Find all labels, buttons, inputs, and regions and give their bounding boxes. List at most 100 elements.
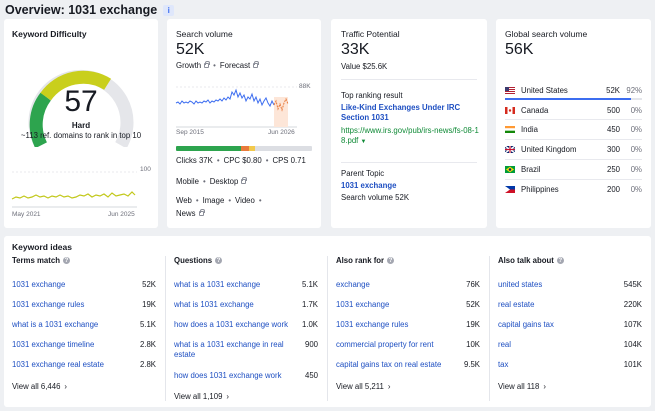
divider: [341, 162, 477, 163]
page-title: Overview: 1031 exchange: [5, 3, 158, 17]
sv-chart-from: Sep 2015: [176, 129, 204, 136]
top-result-title[interactable]: Like-Kind Exchanges Under IRC Section 10…: [341, 103, 461, 122]
column-header: Questions?: [174, 256, 223, 265]
us-flag-icon: [505, 86, 515, 94]
chevron-right-icon: ›: [387, 382, 391, 391]
sv-metrics-row: Clicks 37K • CPC $0.80 • CPS 0.71: [176, 156, 306, 165]
kd-trend-to: Jun 2025: [108, 211, 135, 218]
kd-trend-chart: [11, 171, 137, 208]
keyword-difficulty-card: Keyword Difficulty 57 Hard ~113 ref. dom…: [4, 19, 158, 228]
overview-header: Overview: 1031 exchange i: [5, 3, 175, 17]
forecast-line: [273, 97, 289, 112]
search-volume-card: Search volume 52K Growth • Forecast 88K …: [167, 19, 321, 228]
lock-icon: [253, 61, 260, 68]
divider: [505, 119, 642, 120]
also-talk-about-column: Also talk about? united states 545K real …: [498, 256, 642, 391]
ideas-title: Keyword ideas: [12, 242, 72, 252]
country-row-brazil[interactable]: Brazil 250 0%: [505, 162, 642, 176]
help-icon[interactable]: ?: [215, 257, 223, 264]
kd-score: 57: [64, 85, 98, 118]
terms-match-column: Terms match? 1031 exchange 52K 1031 excha…: [12, 256, 156, 391]
country-row-uk[interactable]: United Kingdom 300 0%: [505, 142, 642, 156]
uk-flag-icon: [505, 145, 515, 153]
philippines-flag-icon: [505, 185, 515, 193]
kd-description: ~113 ref. domains to rank in top 10: [20, 131, 142, 140]
traffic-potential-card: Traffic Potential 33K Value $25.6K Top r…: [331, 19, 487, 228]
clicks-metric: Clicks 37K: [176, 156, 213, 165]
lock-icon: [241, 177, 248, 184]
divider: [165, 256, 166, 401]
divider: [489, 256, 490, 401]
global-search-volume-card: Global search volume 56K United States 5…: [496, 19, 651, 228]
web-label[interactable]: Web: [176, 196, 192, 205]
india-flag-icon: [505, 125, 515, 133]
sv-chart-max: 88K: [299, 83, 311, 90]
country-row-india[interactable]: India 450 0%: [505, 122, 642, 136]
sv-growth-row: Growth • Forecast: [176, 61, 260, 70]
country-row-us[interactable]: United States 52K 92%: [505, 83, 642, 97]
gsv-title: Global search volume: [505, 29, 588, 39]
us-share-bar: [505, 98, 642, 100]
view-all-link[interactable]: View all 5,211 ›: [336, 382, 391, 391]
lock-icon: [198, 209, 205, 216]
sv-value: 52K: [176, 41, 205, 58]
sv-chart: [175, 86, 297, 128]
sv-line: [175, 88, 275, 108]
cpc-metric: CPC $0.80: [223, 156, 262, 165]
column-header: Also talk about?: [498, 256, 564, 265]
clicks-bar: [176, 146, 312, 151]
chevron-right-icon: ›: [226, 392, 230, 401]
chevron-right-icon: ›: [543, 382, 546, 391]
mobile-label[interactable]: Mobile: [176, 177, 199, 186]
parent-topic-volume: Search volume 52K: [341, 193, 410, 202]
parent-topic-link[interactable]: 1031 exchange: [341, 181, 397, 190]
country-row-canada[interactable]: Canada 500 0%: [505, 103, 642, 117]
parent-topic-label: Parent Topic: [341, 169, 385, 178]
kd-level: Hard: [71, 121, 91, 130]
brazil-flag-icon: [505, 165, 515, 173]
kd-gauge: [28, 69, 134, 147]
tp-value-line: Value $25.6K: [341, 62, 388, 71]
view-all-link[interactable]: View all 118 ›: [498, 382, 546, 391]
divider: [505, 179, 642, 180]
image-label[interactable]: Image: [202, 196, 225, 205]
divider: [341, 79, 477, 80]
video-label[interactable]: Video: [235, 196, 255, 205]
column-header: Terms match?: [12, 256, 70, 265]
help-icon[interactable]: ?: [556, 257, 564, 264]
list-item[interactable]: what is a 1031 exchange in real estate 90…: [174, 340, 318, 359]
keyword-ideas-card: Keyword ideas Terms match? 1031 exchange…: [4, 236, 651, 407]
gauge-green-arc: [29, 92, 52, 147]
forecast-label[interactable]: Forecast: [219, 61, 251, 70]
sv-news-row: News: [176, 209, 205, 218]
tp-value: 33K: [341, 41, 370, 58]
lock-icon: [204, 61, 211, 68]
view-all-link[interactable]: View all 1,109 ›: [174, 392, 230, 401]
cps-metric: CPS 0.71: [272, 156, 306, 165]
top-result-url[interactable]: https://www.irs.gov/pub/irs-news/fs-08-1…: [341, 126, 479, 145]
also-rank-for-column: Also rank for? exchange 76K 1031 exchange…: [336, 256, 480, 391]
help-icon[interactable]: ?: [62, 257, 70, 264]
kd-title: Keyword Difficulty: [12, 29, 87, 39]
kd-trend-max: 100: [140, 166, 151, 173]
growth-label[interactable]: Growth: [176, 61, 202, 70]
kd-trend-from: May 2021: [12, 211, 41, 218]
tp-title: Traffic Potential: [341, 29, 400, 39]
divider: [505, 139, 642, 140]
gauge-yellow-arc: [40, 70, 112, 101]
dropdown-caret-icon[interactable]: ▼: [360, 139, 367, 145]
desktop-label[interactable]: Desktop: [209, 177, 239, 186]
canada-flag-icon: [505, 106, 515, 114]
sv-device-row: Mobile • Desktop: [176, 177, 248, 186]
help-icon[interactable]: ?: [387, 257, 395, 264]
sv-type-row: Web • Image • Video •: [176, 196, 262, 205]
news-label[interactable]: News: [176, 209, 196, 218]
info-icon[interactable]: i: [163, 4, 175, 16]
sv-chart-to: Jun 2026: [268, 129, 295, 136]
divider: [327, 256, 328, 401]
forecast-area: [274, 97, 288, 127]
column-header: Also rank for?: [336, 256, 395, 265]
chevron-right-icon: ›: [64, 382, 68, 391]
country-row-philippines[interactable]: Philippines 200 0%: [505, 182, 642, 196]
view-all-link[interactable]: View all 6,446 ›: [12, 382, 68, 391]
